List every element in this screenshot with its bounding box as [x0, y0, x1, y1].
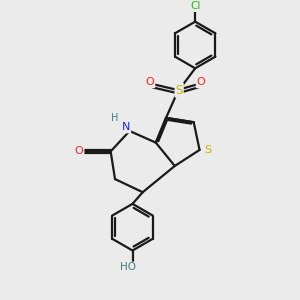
Text: S: S [204, 145, 211, 155]
Text: H: H [111, 113, 119, 123]
Text: O: O [146, 77, 154, 87]
Text: O: O [196, 77, 206, 87]
Text: Cl: Cl [190, 1, 200, 11]
Text: N: N [122, 122, 130, 133]
Text: S: S [176, 84, 183, 97]
Text: HO: HO [120, 262, 136, 272]
Text: O: O [75, 146, 83, 156]
